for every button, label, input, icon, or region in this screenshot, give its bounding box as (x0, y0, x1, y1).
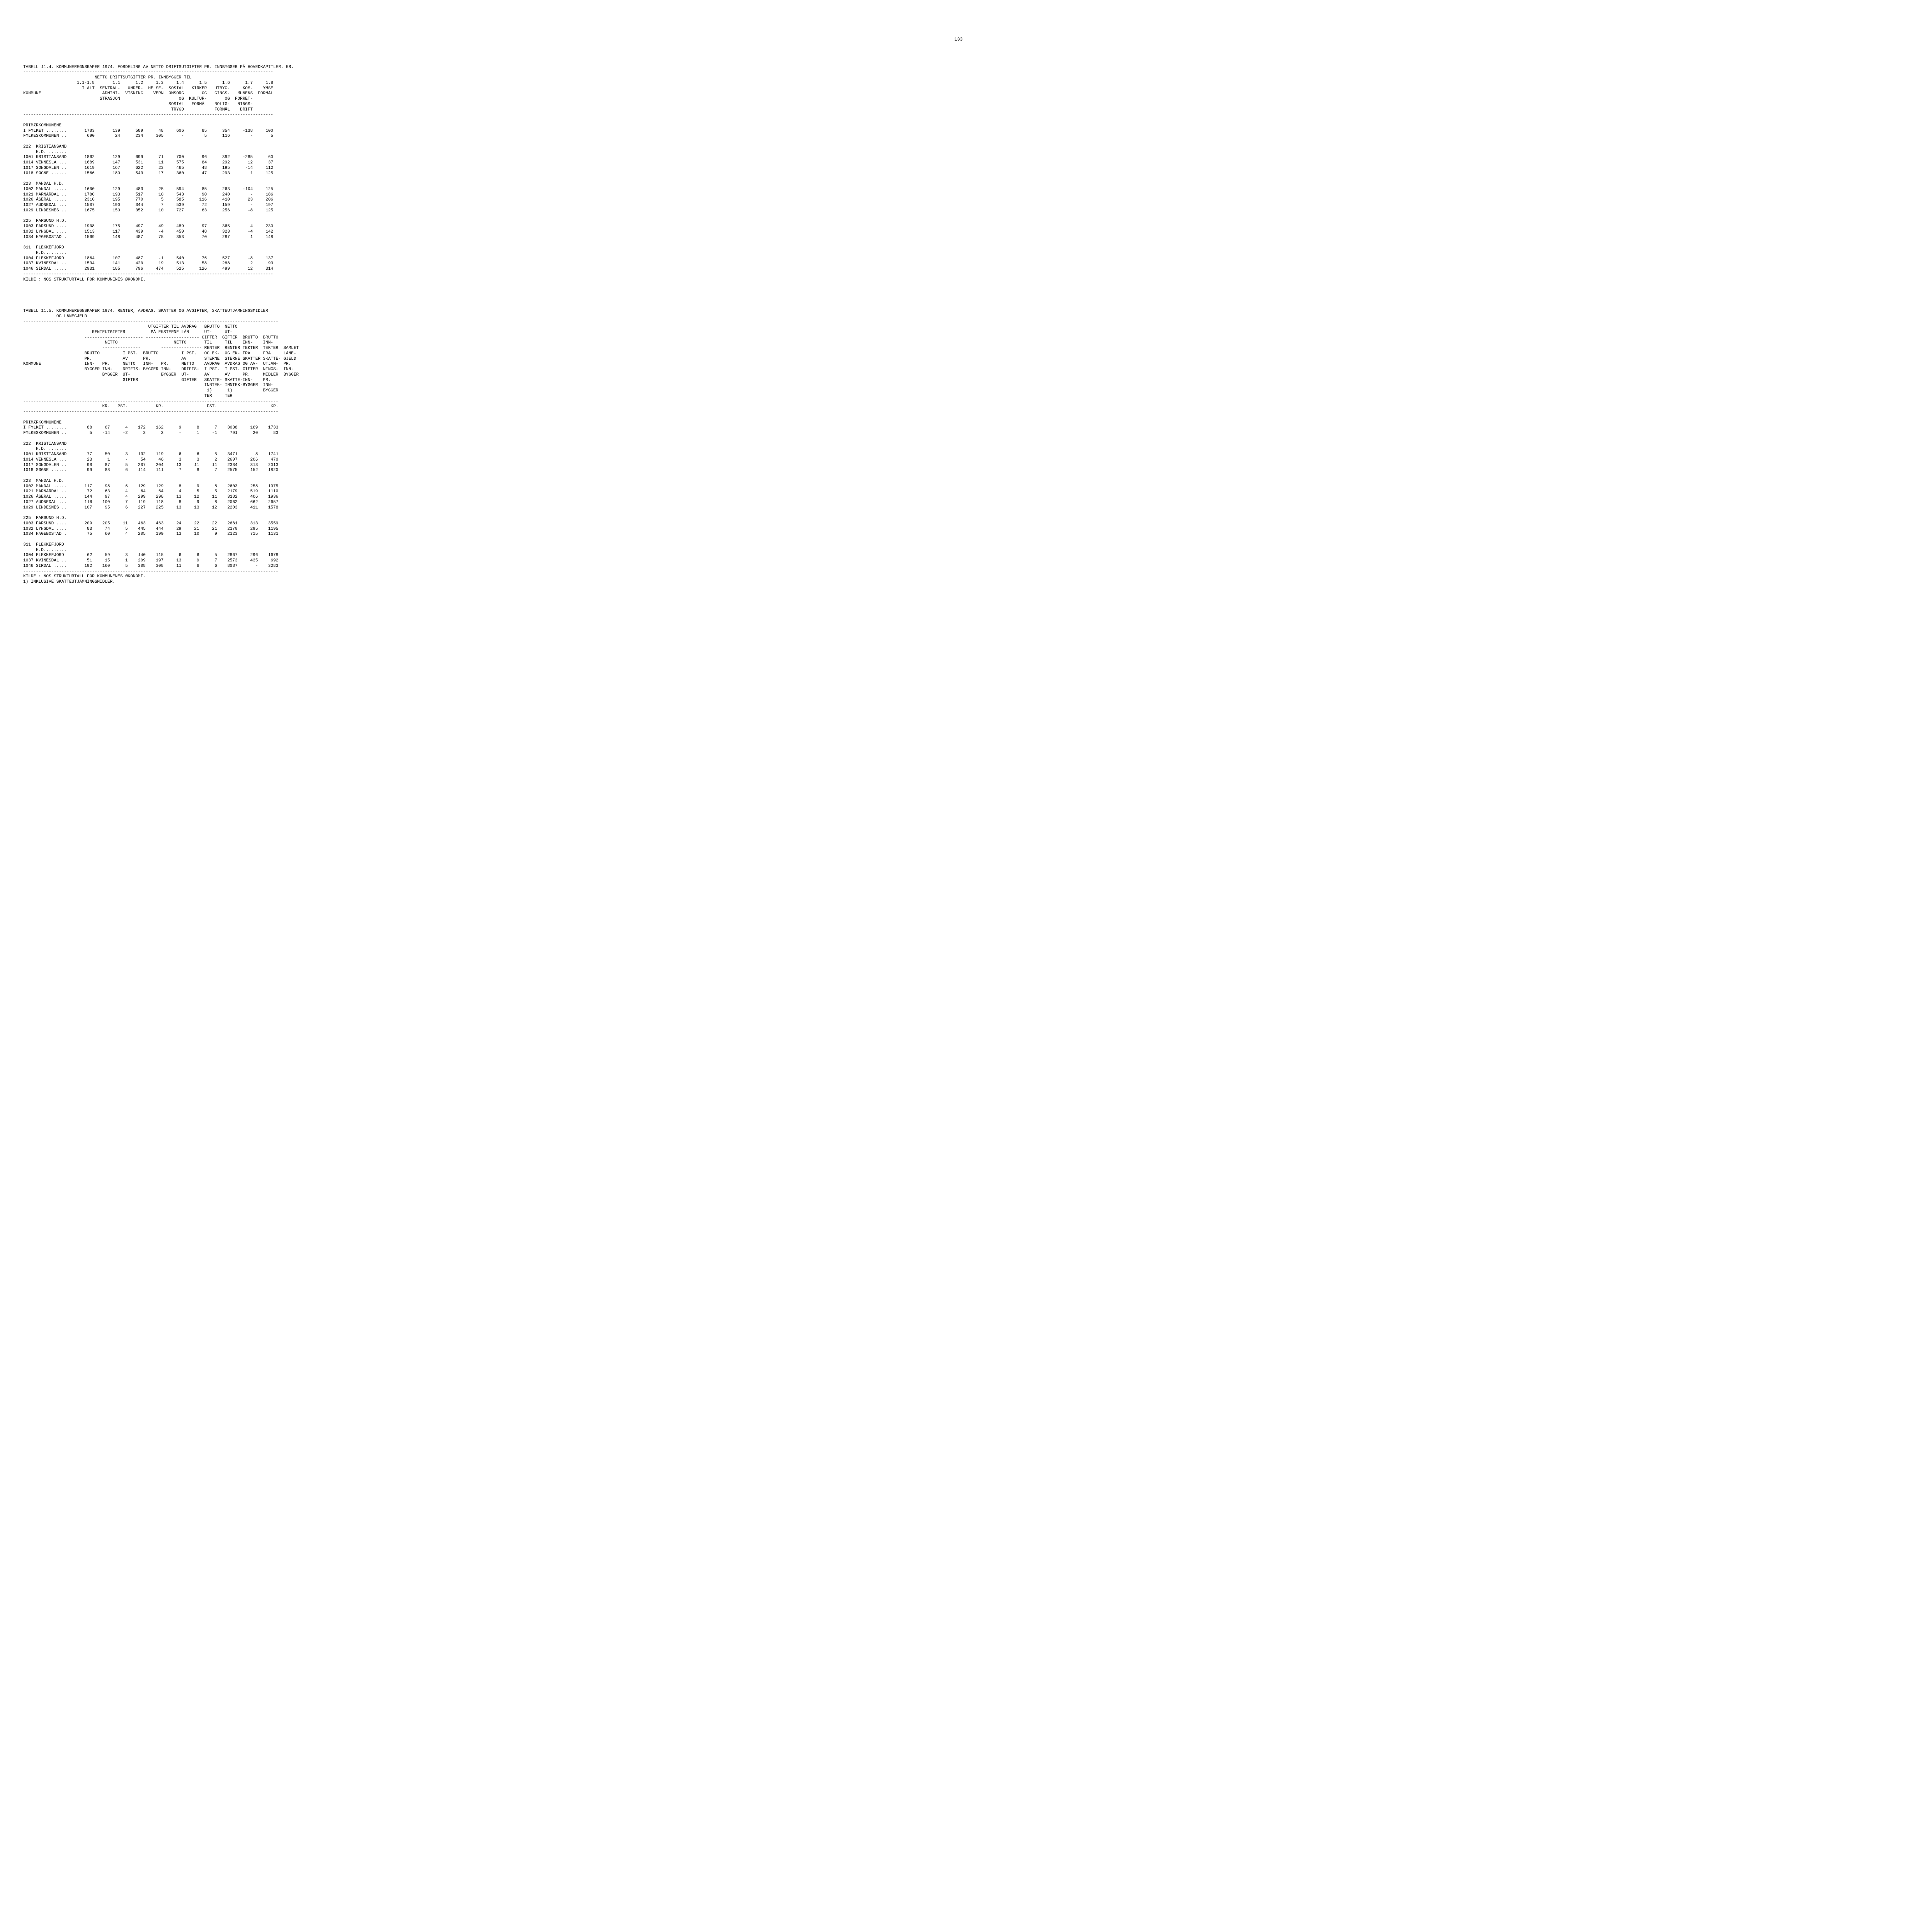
page-number: 133 (23, 37, 1894, 43)
table-11-4: TABELL 11.4. KOMMUNEREGNSKAPER 1974. FOR… (23, 65, 1894, 283)
table-11-5: TABELL 11.5. KOMMUNEREGNSKAPER 1974. REN… (23, 309, 1894, 585)
